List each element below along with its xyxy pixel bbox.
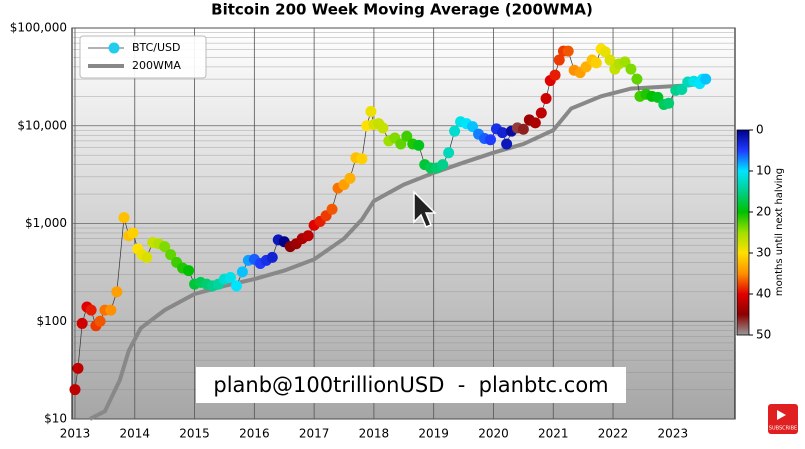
wma-line [89, 80, 707, 421]
price-point [118, 212, 130, 224]
price-point [517, 123, 529, 135]
price-point [395, 138, 407, 150]
price-point [377, 122, 389, 134]
price-point [604, 54, 616, 66]
price-point [266, 251, 278, 263]
colorbar-tick-label: 50 [756, 328, 771, 342]
price-point [496, 127, 508, 139]
x-tick-label: 2023 [658, 427, 689, 441]
price-point [236, 266, 248, 278]
y-tick-label: $100,000 [10, 21, 67, 35]
price-point [356, 153, 368, 165]
price-point [94, 315, 106, 327]
colorbar-tick-label: 20 [756, 205, 771, 219]
x-tick-label: 2022 [598, 427, 629, 441]
price-point [85, 304, 97, 316]
price-point [401, 130, 413, 142]
price-point [344, 172, 356, 184]
y-tick-label: $10,000 [17, 118, 67, 132]
price-point [365, 105, 377, 117]
price-point [535, 107, 547, 119]
price-point [165, 249, 177, 261]
price-point [413, 139, 425, 151]
x-tick-label: 2015 [179, 427, 210, 441]
price-point [72, 362, 84, 374]
y-tick-label: $10 [44, 412, 67, 426]
price-point [700, 73, 712, 85]
x-tick-label: 2016 [239, 427, 270, 441]
colorbar-tick-label: 40 [756, 287, 771, 301]
price-point [590, 57, 602, 69]
price-point [467, 121, 479, 133]
play-icon [777, 410, 786, 420]
price-point [224, 272, 236, 284]
price-point [69, 384, 81, 396]
price-point [449, 125, 461, 137]
x-tick-label: 2018 [359, 427, 390, 441]
price-point [501, 138, 513, 150]
price-point [625, 63, 637, 75]
price-point [76, 317, 88, 329]
subscribe-badge[interactable] [768, 404, 798, 434]
price-point [676, 83, 688, 95]
colorbar-tick-label: 0 [756, 123, 764, 137]
badge-label: SUBSCRIBE [769, 426, 797, 432]
colorbar-tick-label: 10 [756, 164, 771, 178]
price-point [230, 280, 242, 292]
x-tick-label: 2017 [299, 427, 330, 441]
price-point [562, 45, 574, 57]
price-point [443, 147, 455, 159]
legend-label: BTC/USD [132, 41, 181, 54]
watermark: planb@100trillionUSD - planbtc.com [213, 373, 608, 397]
price-point [437, 159, 449, 171]
price-point [127, 227, 139, 239]
x-tick-label: 2014 [119, 427, 150, 441]
legend-label: 200WMA [132, 59, 181, 72]
colorbar [736, 129, 750, 336]
price-point [183, 265, 195, 277]
x-tick-label: 2021 [538, 427, 569, 441]
x-tick-label: 2013 [60, 427, 91, 441]
y-tick-label: $100 [36, 314, 67, 328]
price-point [529, 117, 541, 129]
chart-title: Bitcoin 200 Week Moving Average (200WMA) [211, 1, 593, 19]
x-tick-label: 2020 [478, 427, 509, 441]
price-point [549, 69, 561, 81]
price-point [540, 93, 552, 105]
price-point [484, 134, 496, 146]
cursor [413, 190, 437, 228]
colorbar-label: months until next halving [774, 168, 785, 296]
price-point [141, 251, 153, 263]
price-point [663, 97, 675, 109]
price-point [302, 230, 314, 242]
price-point [631, 73, 643, 85]
price-point [326, 203, 338, 215]
legend: BTC/USD 200WMA [79, 35, 207, 79]
price-point [111, 286, 123, 298]
colorbar-tick-label: 30 [756, 246, 771, 260]
price-point [105, 304, 117, 316]
y-tick-label: $1,000 [25, 216, 67, 230]
x-tick-label: 2019 [418, 427, 449, 441]
price-point [553, 54, 565, 66]
legend-marker [108, 42, 120, 54]
price-point [599, 46, 611, 58]
watermark-box [196, 367, 626, 403]
price-point [159, 241, 171, 253]
